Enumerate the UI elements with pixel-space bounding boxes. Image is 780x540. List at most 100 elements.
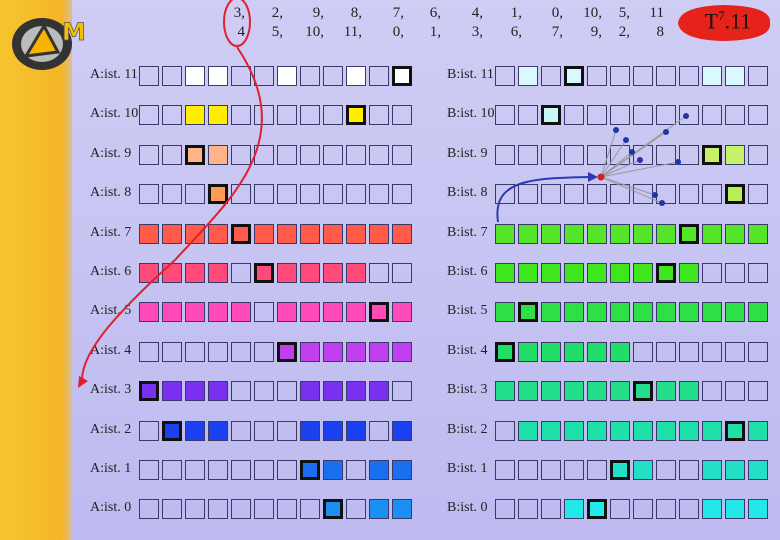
grid-cell (656, 224, 676, 244)
grid-cell (208, 224, 228, 244)
grid-cell (254, 66, 274, 86)
grid-cell (300, 342, 320, 362)
grid-cell (300, 224, 320, 244)
grid-cell (231, 145, 251, 165)
grid-cell (369, 224, 389, 244)
grid-cell (610, 263, 630, 283)
grid-cell (162, 184, 182, 204)
grid-cell (162, 342, 182, 362)
grid-cell (610, 421, 630, 441)
header-pair-bottom: 1, (401, 23, 441, 42)
grid-cell (162, 381, 182, 401)
grid-cell (185, 381, 205, 401)
grid-cell (518, 421, 538, 441)
grid-cell (254, 421, 274, 441)
grid-cell (541, 381, 561, 401)
header-pair-top: 11 (624, 4, 664, 23)
grid-cell (679, 421, 699, 441)
grid-cell (254, 263, 274, 283)
grid-cell (346, 66, 366, 86)
grid-cell (369, 184, 389, 204)
grid-cell (587, 460, 607, 480)
grid-cell (587, 421, 607, 441)
grid-cell (300, 421, 320, 441)
grid-cell (541, 145, 561, 165)
grid-cell (254, 302, 274, 322)
grid-cell (679, 145, 699, 165)
grid-cell (346, 381, 366, 401)
grid-cell (323, 66, 343, 86)
grid-cell (702, 421, 722, 441)
grid-cell (208, 184, 228, 204)
grid-cell (346, 184, 366, 204)
grid-cell (139, 105, 159, 125)
grid-cell (162, 421, 182, 441)
grid-cell (162, 145, 182, 165)
grid-cell (564, 302, 584, 322)
grid-cell (564, 105, 584, 125)
grid-cell (254, 184, 274, 204)
grid-cell (610, 302, 630, 322)
header-pair: 4, 3, (443, 4, 483, 42)
grid-cell (656, 499, 676, 519)
grid-cell (495, 421, 515, 441)
header-pair-top: 1, (482, 4, 522, 23)
grid-cell (323, 145, 343, 165)
grid-cell (392, 499, 412, 519)
grid-cell (495, 66, 515, 86)
grid-cell (518, 224, 538, 244)
grid-cell (748, 342, 768, 362)
grid-cell (346, 145, 366, 165)
grid-cell (633, 145, 653, 165)
grid-cell (231, 263, 251, 283)
grid-cell (633, 105, 653, 125)
grid-cell (277, 302, 297, 322)
grid-cell (185, 342, 205, 362)
grid-cell (564, 224, 584, 244)
grid-cell (277, 105, 297, 125)
header-pair-top: 6, (401, 4, 441, 23)
grid-cell (495, 224, 515, 244)
header-pair: 6, 1, (401, 4, 441, 42)
grid-cell (277, 184, 297, 204)
grid-cell (495, 342, 515, 362)
grid-cell (392, 302, 412, 322)
grid-cell (679, 263, 699, 283)
grid-cell (725, 145, 745, 165)
grid-cell (254, 381, 274, 401)
grid-cell (392, 105, 412, 125)
grid-cell (725, 499, 745, 519)
grid-cell (702, 460, 722, 480)
grid-cell (231, 421, 251, 441)
grid-cell (277, 66, 297, 86)
header-pair-bottom: 3, (443, 23, 483, 42)
header-pair-bottom: 0, (364, 23, 404, 42)
grid-cell (702, 105, 722, 125)
grid-cell (748, 263, 768, 283)
header-pair: 9, 10, (284, 4, 324, 42)
grid-cell (610, 184, 630, 204)
grid-cell (185, 184, 205, 204)
grid-cell (231, 381, 251, 401)
header-pair-top: 8, (322, 4, 362, 23)
grid-cell (323, 381, 343, 401)
grid-cell (679, 499, 699, 519)
grid-cell (346, 342, 366, 362)
grid-cell (346, 302, 366, 322)
grid-cell (323, 342, 343, 362)
grid-cell (748, 460, 768, 480)
grid-cell (541, 342, 561, 362)
grid-cell (392, 421, 412, 441)
grid-cell (254, 499, 274, 519)
grid-cell (725, 421, 745, 441)
grid-cell (702, 499, 722, 519)
grid-cell (564, 381, 584, 401)
header-pair-bottom: 11, (322, 23, 362, 42)
grid-cell (208, 421, 228, 441)
grid-cell (541, 421, 561, 441)
grid-cell (185, 224, 205, 244)
header-pair-bottom: 7, (523, 23, 563, 42)
grid-cell (139, 499, 159, 519)
grid-cell (610, 145, 630, 165)
grid-cell (564, 145, 584, 165)
